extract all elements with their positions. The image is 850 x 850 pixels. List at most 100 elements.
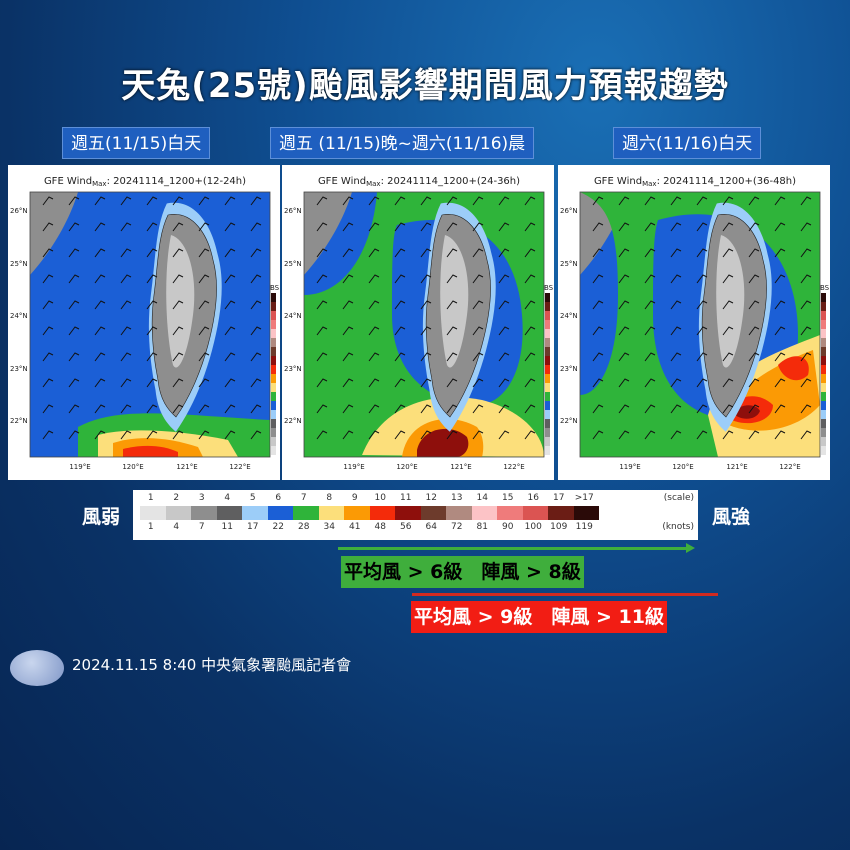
wind-barb — [774, 300, 786, 310]
colorbar-segment — [271, 428, 276, 437]
wind-barb — [94, 300, 106, 310]
wind-barb — [42, 404, 54, 414]
wind-barb — [722, 326, 734, 336]
lon-label: 122°E — [779, 463, 800, 471]
colorbar-segment — [271, 329, 276, 338]
wind-barb — [342, 326, 354, 336]
wind-barb — [800, 326, 812, 336]
knots-unit: (knots) — [662, 522, 694, 532]
wind-barb — [120, 378, 132, 388]
wind-barb — [146, 378, 158, 388]
wind-barb — [68, 300, 80, 310]
color-swatch — [140, 506, 166, 520]
colorbar-segment — [271, 293, 276, 302]
colorbar-segment — [545, 311, 550, 320]
wind-barb — [368, 274, 380, 284]
wind-barb — [146, 352, 158, 362]
wind-barb — [774, 430, 786, 440]
wind-barb — [224, 326, 236, 336]
wind-barb — [146, 300, 158, 310]
knot-tick: 41 — [349, 522, 361, 532]
knot-tick: 48 — [374, 522, 386, 532]
wind-barb — [592, 404, 604, 414]
lon-label: 121°E — [450, 463, 471, 471]
wind-barb — [774, 274, 786, 284]
wind-barb — [670, 300, 682, 310]
wind-barb — [446, 326, 458, 336]
wind-barb — [748, 300, 760, 310]
color-swatch — [191, 506, 217, 520]
wind-barb — [472, 430, 484, 440]
colorbar-segment — [271, 392, 276, 401]
wind-barb — [94, 430, 106, 440]
wind-map-1: GFE WindMax: 20241114_1200+(12-24h) 26°N 2… — [8, 165, 280, 480]
knot-tick: 72 — [451, 522, 463, 532]
lat-label: 26°N — [560, 207, 578, 215]
wind-barb — [250, 404, 262, 414]
wind-barb — [472, 248, 484, 258]
wind-barb — [498, 326, 510, 336]
wind-barb — [172, 196, 184, 206]
color-swatch — [165, 506, 191, 520]
wind-barb — [618, 300, 630, 310]
map-title: GFE WindMax: 20241114_1200+(36-48h) — [594, 176, 796, 188]
scale-tick: 6 — [275, 493, 282, 503]
knot-tick: 109 — [550, 522, 568, 532]
wind-barb — [120, 196, 132, 206]
wind-barb — [368, 326, 380, 336]
wind-barb — [342, 274, 354, 284]
scale-tick: 12 — [425, 493, 437, 503]
colorbar-segment — [821, 311, 826, 320]
wind-barb — [42, 248, 54, 258]
wind-barb — [224, 274, 236, 284]
wind-barb — [446, 222, 458, 232]
wind-barb — [172, 222, 184, 232]
color-swatch — [420, 506, 446, 520]
colorbar-segment — [821, 410, 826, 419]
colorbar-segment — [271, 401, 276, 410]
period-label-3: 週六(11/16)白天 — [613, 127, 762, 159]
wind-barb — [748, 352, 760, 362]
wind-barb — [342, 378, 354, 388]
wind-barb — [722, 430, 734, 440]
wind-barb — [198, 248, 210, 258]
wind-barb — [524, 352, 536, 362]
colorbar-segment — [545, 320, 550, 329]
scale-tick: 8 — [326, 493, 333, 503]
wind-barb — [800, 196, 812, 206]
knot-tick: 34 — [323, 522, 335, 532]
wind-barb — [120, 326, 132, 336]
wind-barb — [368, 196, 380, 206]
wind-barb — [524, 274, 536, 284]
wind-barb — [394, 196, 406, 206]
wind-barb — [250, 300, 262, 310]
wind-barb — [524, 404, 536, 414]
wind-barb — [800, 378, 812, 388]
wind-barb — [592, 352, 604, 362]
wind-barb — [498, 248, 510, 258]
wind-barb — [420, 274, 432, 284]
colorbar-segment — [821, 428, 826, 437]
color-swatch — [216, 506, 242, 520]
wind-barb — [644, 248, 656, 258]
knot-tick: 7 — [198, 522, 205, 532]
wind-barb — [618, 404, 630, 414]
wind-barb — [498, 196, 510, 206]
wind-barb — [94, 274, 106, 284]
wind-barb — [420, 300, 432, 310]
wind-barb — [644, 404, 656, 414]
colorbar-segment — [545, 356, 550, 365]
colorbar-segment — [821, 437, 826, 446]
wind-barb — [696, 196, 708, 206]
wind-barb — [316, 300, 328, 310]
wind-barb — [172, 274, 184, 284]
lon-label: 121°E — [726, 463, 747, 471]
wind-barb — [94, 352, 106, 362]
red-arrow — [412, 593, 718, 596]
wind-barb — [342, 352, 354, 362]
wind-barb — [748, 378, 760, 388]
wind-barb — [524, 378, 536, 388]
wind-barb — [224, 222, 236, 232]
knot-tick: 22 — [272, 522, 284, 532]
